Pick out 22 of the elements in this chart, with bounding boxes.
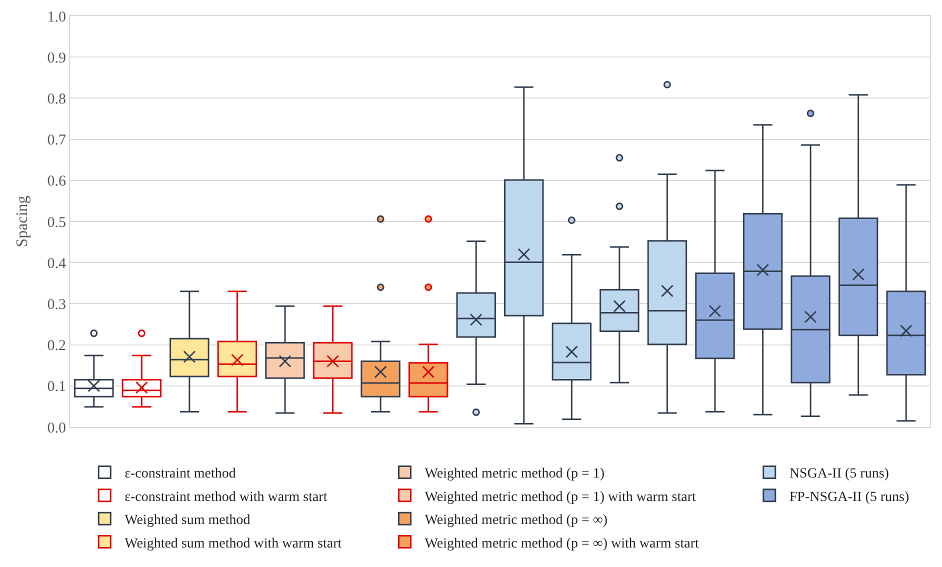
y-tick-label: 0.4 [47, 256, 66, 272]
y-tick-label: 0.6 [47, 174, 66, 190]
legend-label: NSGA-II (5 runs) [789, 466, 890, 482]
legend-label: Weighted metric method (p = 1) with warm start [424, 490, 696, 505]
y-tick-label: 0.8 [47, 91, 66, 108]
legend-label: ε-constraint method [124, 466, 236, 482]
y-tick-label: 0.1 [47, 379, 66, 396]
y-tick-label: 0.5 [47, 214, 66, 231]
legend-label: Weighted metric method (p = 1) [424, 466, 605, 482]
legend-label: Weighted metric method (p = ∞) with warm start [424, 536, 699, 552]
y-axis-title: Spacing [14, 196, 32, 248]
legend-label: Weighted sum method with warm start [124, 536, 342, 552]
legend-label: ε-constraint method with warm start [124, 490, 328, 505]
y-tick-label: 1.0 [47, 9, 66, 26]
legend-label: FP-NSGA-II (5 runs) [789, 490, 910, 505]
y-tick-label: 0.2 [47, 338, 66, 354]
y-tick-label: 0.7 [47, 132, 66, 149]
legend-label: Weighted sum method [124, 513, 250, 528]
legend-label: Weighted metric method (p = ∞) [424, 513, 608, 528]
y-tick-label: 0.9 [47, 50, 66, 66]
y-tick-label: 0.3 [47, 296, 66, 313]
y-tick-label: 0.0 [47, 420, 66, 436]
